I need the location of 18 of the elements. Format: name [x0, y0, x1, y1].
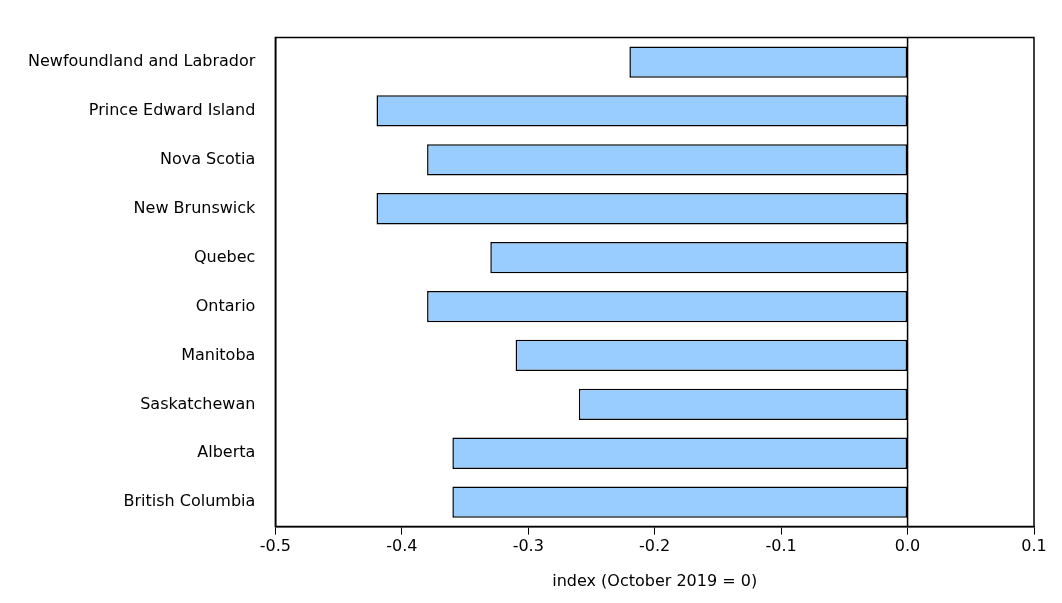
- y-tick-label: New Brunswick: [133, 197, 257, 217]
- y-tick-label: Saskatchewan: [140, 393, 256, 413]
- x-tick-label: 0.0: [894, 536, 921, 556]
- x-tick-label: -0.4: [386, 536, 418, 556]
- x-axis-title: index (October 2019 = 0): [552, 570, 758, 590]
- x-tick-label: -0.2: [639, 536, 671, 556]
- x-tick-label: -0.1: [765, 536, 797, 556]
- y-tick-label: Nova Scotia: [159, 149, 256, 169]
- x-tick-label: 0.1: [1021, 536, 1047, 556]
- y-tick-label: Ontario: [195, 295, 256, 315]
- y-tick-label: British Columbia: [123, 491, 256, 511]
- y-tick-label: Manitoba: [181, 344, 256, 364]
- x-tick-label: -0.5: [259, 536, 291, 556]
- y-tick-label: Quebec: [193, 246, 256, 266]
- y-tick-label: Newfoundland and Labrador: [28, 51, 256, 71]
- y-tick-label: Prince Edward Island: [88, 100, 256, 120]
- x-tick-label: -0.3: [512, 536, 544, 556]
- y-tick-label: Alberta: [197, 442, 256, 462]
